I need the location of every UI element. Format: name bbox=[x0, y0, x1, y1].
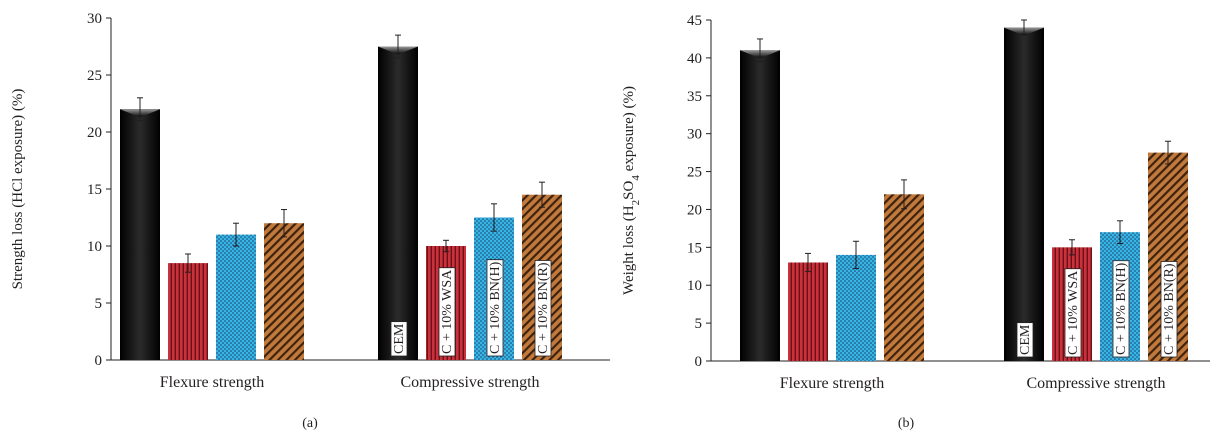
bar-c-10-wsa-flexure bbox=[788, 262, 828, 361]
series-label: C + 10% BN(H) bbox=[1112, 260, 1130, 358]
bar-c-10-bn-r-flexure bbox=[884, 194, 924, 361]
y-tick-label: 30 bbox=[87, 11, 102, 27]
series-label-text: CEM bbox=[1018, 324, 1033, 355]
y-tick-label: 10 bbox=[687, 278, 702, 294]
bar-c-10-bn-r-flexure bbox=[264, 223, 304, 360]
y-axis-title: Weight loss (H2SO4 exposure) (%) bbox=[621, 86, 642, 295]
y-tick-label: 0 bbox=[95, 353, 103, 369]
chart-panel-a: 0 5 10 15 20 25 30 Strength loss (HCl exposure)… bbox=[10, 11, 610, 431]
series-label-box bbox=[1064, 268, 1082, 358]
y-tick-label: 25 bbox=[87, 68, 102, 84]
series-label: CEM bbox=[1016, 322, 1034, 358]
series-label-text: C + 10% WSA bbox=[440, 269, 455, 354]
series-label-text: C + 10% BN(H) bbox=[1114, 262, 1129, 355]
y-tick-label: 15 bbox=[687, 240, 702, 256]
series-label-box bbox=[438, 267, 456, 357]
category-label: Flexure strength bbox=[780, 375, 884, 392]
y-tick-label: 25 bbox=[687, 165, 702, 181]
series-label-box bbox=[1112, 260, 1130, 358]
series-label-box bbox=[534, 260, 552, 357]
bar-cem-compressive bbox=[378, 46, 418, 360]
bar-cem-compressive bbox=[1004, 27, 1044, 361]
bar-c-10-bn-h-flexure bbox=[216, 234, 256, 360]
y-tick-label: 5 bbox=[95, 296, 103, 312]
category-label: Compressive strength bbox=[400, 374, 539, 391]
y-tick-label: 15 bbox=[87, 182, 102, 198]
series-label-text: C + 10% BN(H) bbox=[488, 261, 503, 354]
category-label: Flexure strength bbox=[160, 374, 264, 391]
series-label-text: C + 10% WSA bbox=[1066, 270, 1081, 355]
panel-label: (a) bbox=[302, 416, 318, 431]
series-label-text: C + 10% BN(R) bbox=[1162, 263, 1177, 355]
series-label-text: C + 10% BN(R) bbox=[536, 262, 551, 354]
y-tick-label: 5 bbox=[695, 316, 703, 332]
y-tick-label: 20 bbox=[687, 202, 702, 218]
panel-label: (b) bbox=[898, 416, 915, 431]
series-label-box bbox=[1160, 261, 1178, 358]
bar-c-10-wsa-flexure bbox=[168, 263, 208, 360]
series-label-box bbox=[1016, 322, 1034, 358]
bar-c-10-bn-h-flexure bbox=[836, 254, 876, 361]
y-tick-label: 35 bbox=[687, 89, 702, 105]
series-label: C + 10% BN(R) bbox=[534, 260, 552, 357]
bar-cem-flexure bbox=[120, 109, 160, 360]
series-label: C + 10% WSA bbox=[438, 267, 456, 357]
series-label-box bbox=[486, 259, 504, 357]
y-tick-label: 20 bbox=[87, 125, 102, 141]
y-tick-label: 40 bbox=[687, 51, 702, 67]
bar-cem-flexure bbox=[740, 50, 780, 362]
category-label: Compressive strength bbox=[1026, 375, 1165, 392]
y-tick-label: 0 bbox=[695, 354, 703, 370]
series-label: C + 10% BN(H) bbox=[486, 259, 504, 357]
y-tick-label: 30 bbox=[687, 127, 702, 143]
y-tick-label: 10 bbox=[87, 239, 102, 255]
series-label: C + 10% WSA bbox=[1064, 268, 1082, 358]
y-tick-label: 45 bbox=[687, 13, 702, 29]
series-label: CEM bbox=[390, 321, 408, 357]
series-label-box bbox=[390, 321, 408, 357]
series-label: C + 10% BN(R) bbox=[1160, 261, 1178, 358]
series-label-text: CEM bbox=[392, 323, 407, 354]
y-axis-title: Strength loss (HCl exposure) (%) bbox=[10, 89, 26, 290]
chart-panel-b: 0 5 10 15 20 25 30 35 40 45 Weight loss (H2SO4 exp… bbox=[621, 13, 1210, 431]
